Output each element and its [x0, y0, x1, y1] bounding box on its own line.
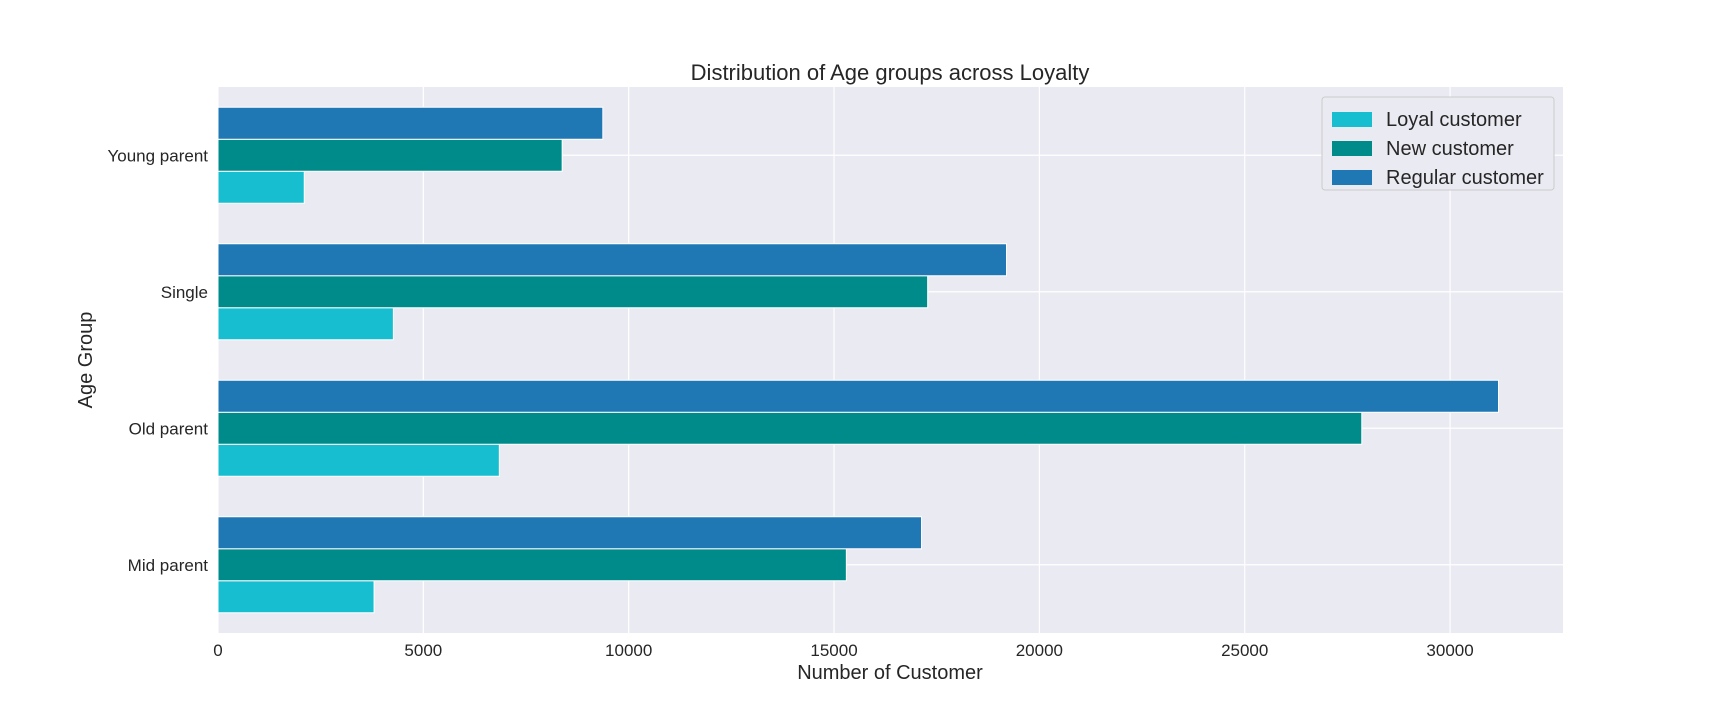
- bar-new-customer-young-parent: [217, 138, 563, 172]
- bar-new-customer-single: [217, 275, 929, 309]
- x-tick-label: 5000: [404, 641, 442, 660]
- x-tick-label: 30000: [1426, 641, 1473, 660]
- bar-new-customer-old-parent: [217, 411, 1363, 445]
- bars: [217, 106, 1500, 614]
- y-tick-label: Young parent: [107, 146, 208, 165]
- bar-regular-customer-single: [217, 243, 1008, 277]
- bar-regular-customer-old-parent: [217, 379, 1500, 413]
- chart-title: Distribution of Age groups across Loyalt…: [691, 60, 1090, 85]
- x-tick-label: 25000: [1221, 641, 1268, 660]
- legend-swatch: [1332, 112, 1372, 127]
- bar-loyal-customer-old-parent: [217, 443, 500, 477]
- x-tick-label: 0: [213, 641, 222, 660]
- legend-box: [1321, 96, 1555, 191]
- x-tick-label: 20000: [1016, 641, 1063, 660]
- x-tick-label: 15000: [810, 641, 857, 660]
- x-axis-label: Number of Customer: [797, 662, 983, 684]
- y-tick-label: Mid parent: [128, 556, 209, 575]
- legend: Loyal customer New customer Regular custom…: [1321, 96, 1555, 191]
- y-tick-label: Single: [161, 283, 208, 302]
- y-axis-label: Age Group: [75, 312, 97, 409]
- bar-regular-customer-mid-parent: [217, 516, 923, 550]
- bar-loyal-customer-single: [217, 307, 394, 341]
- bar-loyal-customer-young-parent: [217, 170, 305, 204]
- bar-regular-customer-young-parent: [217, 106, 604, 140]
- legend-label: Loyal customer: [1386, 109, 1522, 131]
- legend-swatch: [1332, 170, 1372, 185]
- legend-label: New customer: [1386, 138, 1514, 160]
- legend-label: Regular customer: [1386, 167, 1544, 189]
- bar-new-customer-mid-parent: [217, 548, 847, 582]
- bar-loyal-customer-mid-parent: [217, 580, 375, 614]
- y-tick-label: Old parent: [129, 419, 209, 438]
- x-tick-label: 10000: [605, 641, 652, 660]
- x-tick-labels: 0 5000 10000 15000 20000 25000 30000: [213, 641, 1473, 660]
- legend-swatch: [1332, 141, 1372, 156]
- y-tick-labels: Mid parent Old parent Single Young parent: [107, 146, 208, 575]
